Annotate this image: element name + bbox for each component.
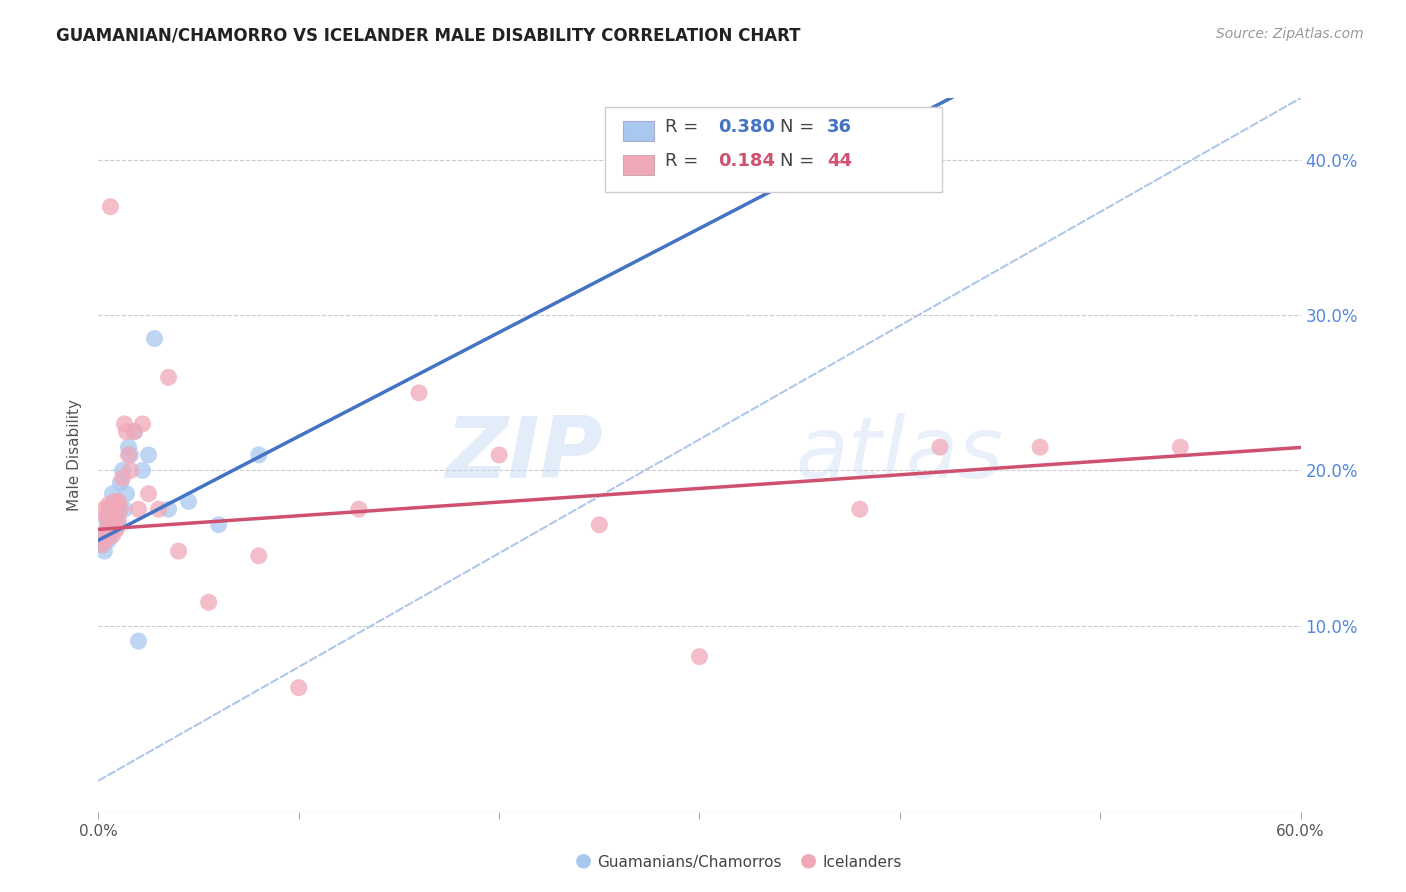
Point: [105, 498, 128, 512]
Point: [120, 448, 142, 462]
Text: atlas: atlas: [796, 413, 1004, 497]
Point: [97, 533, 120, 548]
Text: 0.184: 0.184: [718, 152, 776, 169]
Point: [91, 538, 114, 552]
Point: [97, 517, 120, 532]
Point: [105, 522, 128, 536]
Point: [110, 502, 132, 516]
Point: [103, 494, 125, 508]
Text: Guamanians/Chamorros: Guamanians/Chamorros: [598, 855, 782, 870]
Point: [107, 498, 129, 512]
Text: 44: 44: [827, 152, 852, 169]
Y-axis label: Male Disability: Male Disability: [67, 399, 83, 511]
Point: [100, 200, 122, 214]
Point: [93, 544, 115, 558]
Point: [100, 522, 122, 536]
Point: [849, 502, 872, 516]
Point: [93, 533, 115, 548]
Point: [128, 634, 150, 648]
Text: Icelanders: Icelanders: [823, 855, 901, 870]
Point: [97, 498, 120, 512]
Point: [167, 544, 190, 558]
Point: [105, 513, 128, 527]
Point: [588, 517, 610, 532]
Point: [107, 517, 129, 532]
Point: [148, 502, 170, 516]
Point: [157, 502, 180, 516]
Point: [93, 528, 115, 542]
Point: [143, 332, 166, 346]
Text: 36: 36: [827, 118, 852, 136]
Point: [288, 681, 311, 695]
Point: [103, 502, 125, 516]
Text: Source: ZipAtlas.com: Source: ZipAtlas.com: [1216, 27, 1364, 41]
Point: [103, 522, 125, 536]
Point: [1170, 440, 1192, 454]
Text: ●: ●: [575, 851, 592, 870]
Point: [96, 522, 118, 536]
Point: [347, 502, 370, 516]
Point: [97, 517, 120, 532]
Point: [138, 486, 160, 500]
Point: [128, 502, 150, 516]
Point: [91, 538, 114, 552]
Point: [96, 510, 118, 524]
Point: [408, 385, 430, 400]
Point: [208, 517, 231, 532]
Point: [1029, 440, 1052, 454]
Point: [120, 463, 142, 477]
Point: [93, 502, 115, 516]
Point: [100, 507, 122, 521]
Point: [97, 510, 120, 524]
Text: ZIP: ZIP: [446, 413, 603, 497]
Text: ●: ●: [800, 851, 817, 870]
Point: [138, 448, 160, 462]
Point: [111, 471, 134, 485]
Point: [117, 448, 139, 462]
Point: [689, 649, 711, 664]
Text: 0.380: 0.380: [718, 118, 776, 136]
Text: R =: R =: [665, 152, 704, 169]
Point: [101, 486, 124, 500]
Point: [177, 494, 200, 508]
Point: [488, 448, 510, 462]
Point: [124, 425, 146, 439]
Point: [117, 440, 139, 454]
Text: R =: R =: [665, 118, 704, 136]
Point: [124, 425, 146, 439]
Point: [247, 448, 270, 462]
Point: [101, 528, 124, 542]
Point: [114, 417, 136, 431]
Point: [107, 513, 129, 527]
Point: [157, 370, 180, 384]
Point: [111, 463, 134, 477]
Point: [100, 528, 122, 542]
Point: [247, 549, 270, 563]
Point: [115, 486, 138, 500]
Text: GUAMANIAN/CHAMORRO VS ICELANDER MALE DISABILITY CORRELATION CHART: GUAMANIAN/CHAMORRO VS ICELANDER MALE DIS…: [56, 27, 801, 45]
Point: [97, 525, 120, 540]
Point: [100, 517, 122, 532]
Point: [929, 440, 952, 454]
Point: [103, 517, 125, 532]
Point: [97, 510, 120, 524]
Point: [131, 463, 153, 477]
Text: N =: N =: [780, 118, 820, 136]
Point: [100, 502, 122, 516]
Point: [107, 494, 129, 508]
Point: [96, 513, 118, 527]
Point: [131, 417, 153, 431]
Text: N =: N =: [780, 152, 820, 169]
Point: [101, 498, 124, 512]
Point: [114, 502, 136, 516]
Point: [197, 595, 219, 609]
Point: [105, 494, 128, 508]
Point: [101, 507, 124, 521]
Point: [96, 533, 118, 548]
Point: [115, 425, 138, 439]
Point: [110, 475, 132, 490]
Point: [96, 525, 118, 540]
